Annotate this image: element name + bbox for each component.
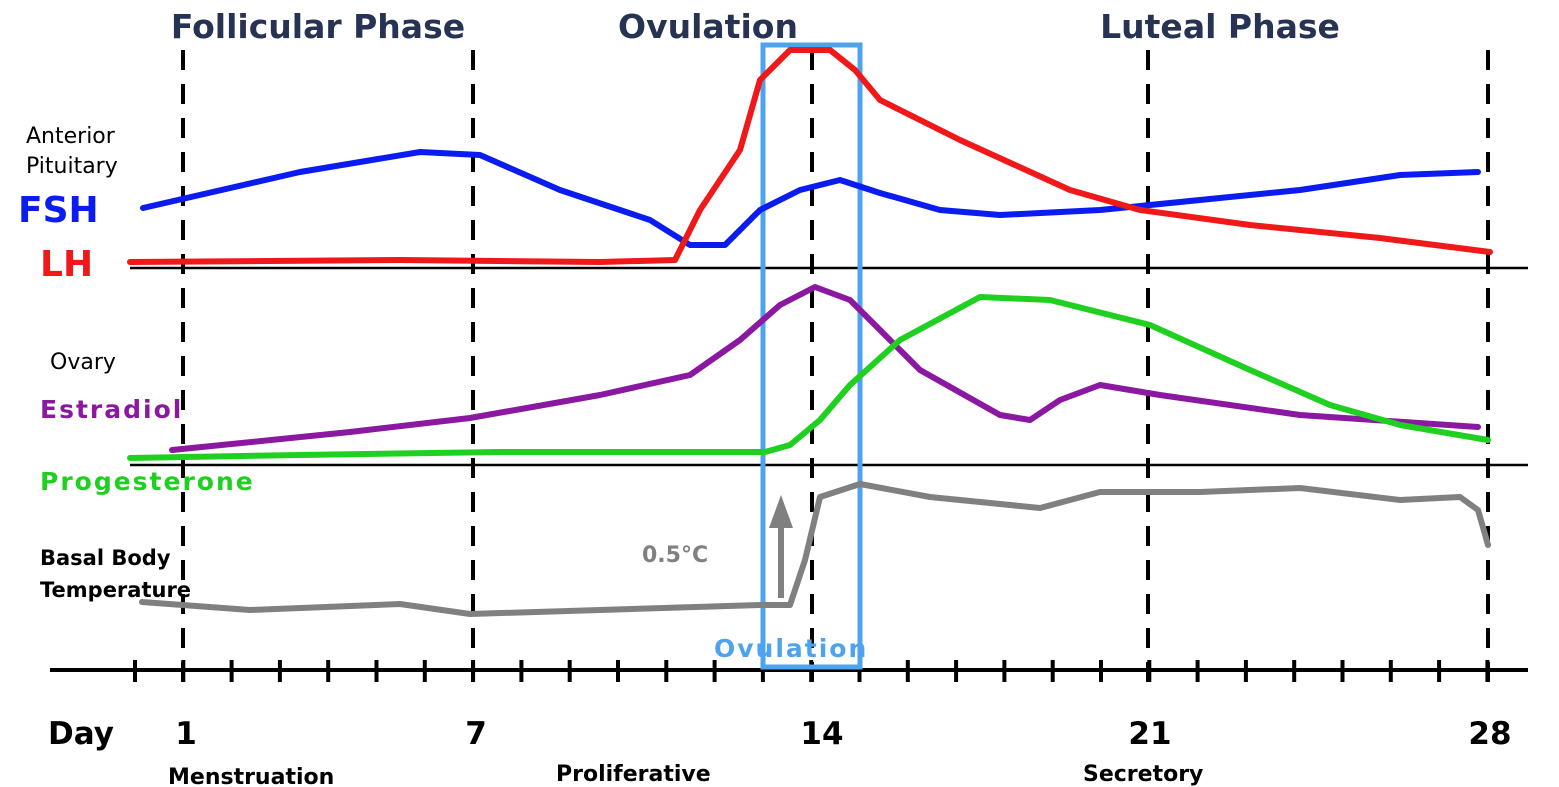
label: Anterior Pituitary <box>26 124 118 179</box>
diagram: Follicular Phase Ovulation Luteal Phase … <box>0 0 1559 787</box>
legend-label: LH <box>40 244 93 285</box>
phase-label: Proliferative <box>556 762 711 787</box>
legend-label: Progesterone <box>40 467 255 496</box>
annotation: 0.5°C <box>642 543 708 568</box>
phase-title: Ovulation <box>618 7 798 46</box>
label: Temperature <box>40 578 191 602</box>
axis-label: Day <box>48 716 114 752</box>
label-line: Pituitary <box>26 154 118 179</box>
label-line: Anterior <box>26 124 116 149</box>
temperature-curve <box>142 484 1488 614</box>
phase-label: Secretory <box>1083 762 1203 787</box>
legend-label: FSH <box>18 190 99 231</box>
day-label: 21 <box>1128 716 1171 752</box>
phase-title: Luteal Phase <box>1100 7 1340 46</box>
phase-title: Follicular Phase <box>171 7 465 46</box>
phase-label: Menstruation <box>168 765 334 787</box>
legend-label: Estradiol <box>40 395 183 424</box>
day-label: 14 <box>800 716 843 752</box>
label: Ovary <box>50 350 116 375</box>
annotation: Ovulation <box>714 634 868 663</box>
estradiol-curve <box>172 287 1478 450</box>
day-label: 1 <box>175 716 197 752</box>
label: Basal Body <box>40 546 171 570</box>
rise-arrow <box>769 495 793 598</box>
day-label: 28 <box>1468 716 1511 752</box>
day-label: 7 <box>465 716 487 752</box>
day-dividers <box>183 50 1488 690</box>
